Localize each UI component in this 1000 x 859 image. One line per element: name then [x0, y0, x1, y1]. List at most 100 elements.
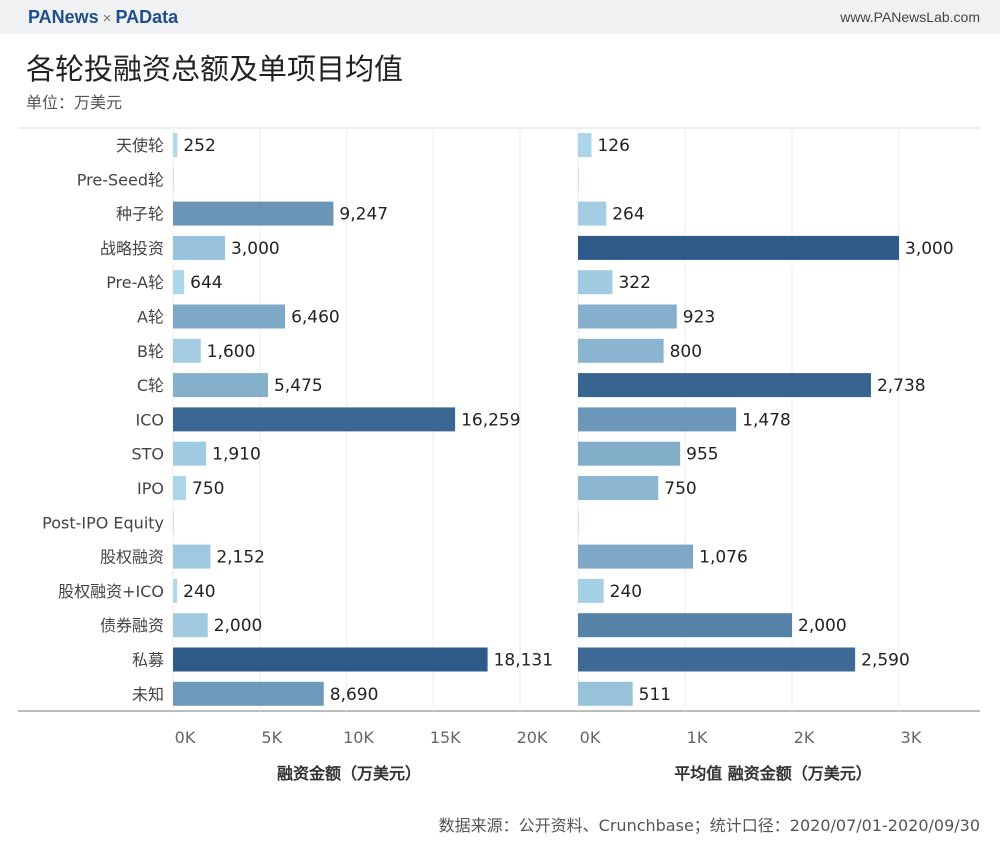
category-label: C轮	[137, 376, 164, 395]
logo-panews: PANews	[28, 7, 99, 27]
bar	[578, 510, 579, 535]
bar	[173, 407, 456, 432]
data-label: 2,000	[798, 616, 847, 636]
data-label: 750	[192, 479, 224, 499]
data-label: 644	[190, 273, 222, 293]
category-label: 股权融资+ICO	[58, 582, 164, 601]
bar	[173, 201, 334, 226]
data-label: 3,000	[905, 239, 954, 259]
bar	[578, 407, 737, 432]
data-label: 264	[612, 205, 644, 225]
bar	[173, 441, 207, 466]
top-bar: PANews × PAData www.PANewsLab.com	[0, 0, 1000, 34]
x-tick-label: 0K	[580, 728, 601, 747]
bar	[578, 613, 792, 638]
bar	[173, 167, 174, 192]
site-url: www.PANewsLab.com	[840, 9, 980, 25]
bar	[578, 133, 592, 157]
category-label: IPO	[137, 479, 164, 498]
category-label: Post-IPO Equity	[42, 513, 164, 532]
data-source: 数据来源：公开资料、Crunchbase；统计口径：2020/07/01-202…	[438, 816, 980, 835]
data-label: 1,076	[699, 548, 748, 568]
data-label: 126	[597, 136, 629, 156]
logo-padata: PAData	[115, 7, 179, 27]
x-tick-label: 3K	[901, 728, 922, 747]
category-label: 天使轮	[116, 136, 164, 155]
bar	[578, 201, 607, 226]
data-label: 923	[683, 308, 715, 328]
bar	[173, 681, 324, 706]
data-label: 955	[686, 445, 718, 465]
data-label: 18,131	[494, 651, 553, 671]
bar	[173, 270, 185, 295]
data-label: 8,690	[330, 685, 379, 705]
category-label: 种子轮	[116, 205, 164, 224]
bar	[173, 304, 286, 329]
x-tick-label: 0K	[175, 728, 196, 747]
data-label: 2,738	[877, 376, 926, 396]
data-label: 322	[618, 273, 650, 293]
x-tick-label: 5K	[261, 728, 282, 747]
category-label: B轮	[137, 342, 164, 361]
bar	[173, 476, 187, 500]
data-label: 750	[664, 479, 696, 499]
data-label: 240	[610, 582, 642, 602]
data-label: 252	[183, 136, 215, 156]
bar	[578, 647, 856, 672]
data-label: 2,000	[214, 616, 263, 636]
bar	[578, 544, 694, 569]
bar	[173, 235, 226, 260]
data-label: 9,247	[339, 205, 388, 225]
data-label: 2,152	[216, 548, 265, 568]
bar	[578, 304, 677, 329]
x-tick-label: 2K	[794, 728, 815, 747]
chart-title: 各轮投融资总额及单项目均值	[26, 52, 404, 86]
category-label: 未知	[132, 685, 164, 704]
x-tick-label: 10K	[343, 728, 374, 747]
bar	[173, 510, 174, 535]
bar	[173, 133, 178, 157]
x-tick-label: 20K	[517, 728, 548, 747]
bar	[578, 578, 604, 603]
bar	[578, 338, 664, 363]
bar	[173, 647, 488, 672]
category-label: 战略投资	[100, 239, 164, 258]
bar	[173, 338, 201, 363]
data-label: 6,460	[291, 308, 340, 328]
category-label: STO	[131, 445, 164, 464]
data-label: 240	[183, 582, 215, 602]
x-axis-title: 平均值 融资金额（万美元）	[674, 764, 872, 783]
category-label: 股权融资	[100, 548, 164, 567]
chart-unit: 单位：万美元	[26, 93, 123, 112]
category-label: A轮	[137, 308, 164, 327]
logo-separator: ×	[102, 10, 112, 27]
data-label: 1,478	[742, 410, 791, 430]
bar	[173, 373, 268, 398]
data-label: 800	[670, 342, 702, 362]
bar	[578, 441, 681, 466]
x-tick-label: 1K	[687, 728, 708, 747]
data-label: 16,259	[461, 410, 520, 430]
bar	[578, 681, 633, 706]
bar	[578, 373, 871, 398]
category-label: ICO	[136, 410, 164, 429]
category-label: Pre-A轮	[106, 273, 164, 292]
logo: PANews × PAData	[28, 7, 178, 28]
x-tick-label: 15K	[430, 728, 461, 747]
bar	[173, 544, 211, 569]
bar	[578, 270, 613, 295]
data-label: 511	[639, 685, 671, 705]
data-label: 1,910	[212, 445, 261, 465]
category-label: 私募	[132, 651, 164, 670]
x-axis-title: 融资金额（万美元）	[277, 764, 421, 783]
category-label: 债券融资	[100, 616, 164, 635]
bar	[173, 578, 178, 603]
data-label: 1,600	[207, 342, 256, 362]
bar	[173, 613, 208, 638]
bar	[578, 235, 899, 260]
data-label: 2,590	[861, 651, 910, 671]
bar	[578, 476, 659, 500]
data-label: 5,475	[274, 376, 323, 396]
category-label: Pre-Seed轮	[77, 170, 164, 189]
